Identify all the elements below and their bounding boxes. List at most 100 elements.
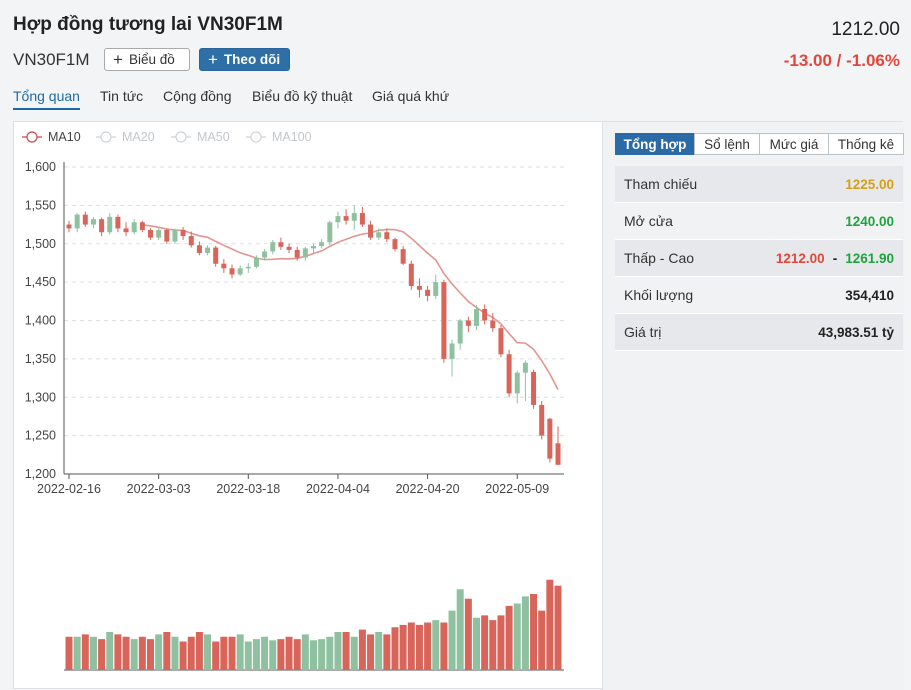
candle-body (465, 320, 471, 326)
candle-body (286, 246, 292, 250)
volume-bar (546, 579, 554, 670)
y-tick-label: 1,300 (25, 390, 56, 404)
candle-body (327, 222, 333, 243)
candle-body (335, 216, 341, 223)
candle-body (400, 249, 406, 264)
volume-bar (358, 629, 366, 670)
volume-bar (415, 624, 423, 670)
follow-button[interactable]: + Theo dõi (199, 48, 290, 71)
tab-price-history[interactable]: Giá quá khứ (372, 88, 450, 104)
x-tick-label: 2022-04-04 (306, 482, 370, 496)
candle-body (555, 443, 561, 465)
volume-bar (505, 605, 513, 670)
price-chart[interactable]: MA10 MA20 MA50 MA100 1,600 1,550 1,500 1,450 1,4… (14, 122, 602, 690)
volume-bar (473, 617, 480, 670)
candle-body (311, 246, 316, 249)
volume-bar (530, 594, 538, 670)
candle-body (172, 229, 178, 242)
volume-bar (212, 641, 220, 670)
plus-icon: + (113, 50, 123, 69)
volume-bar (342, 632, 350, 670)
follow-button-label: Theo dõi (223, 52, 281, 67)
low-high-values: 1212.00-1261.90 (776, 251, 894, 266)
candle-body (531, 371, 537, 405)
chart-button-label: Biểu đồ (128, 52, 175, 67)
value-value: 43,983.51 tỷ (818, 324, 894, 340)
volume-bar (350, 636, 358, 670)
volume-bar (269, 640, 277, 670)
volume-bar (261, 636, 269, 670)
volume-bar (334, 632, 342, 670)
volume-bar (285, 636, 293, 670)
candle-body (221, 263, 227, 269)
candle-body (359, 213, 365, 225)
x-tick-label: 2022-05-09 (485, 482, 549, 496)
tab-technical-chart[interactable]: Biểu đồ kỹ thuật (252, 88, 353, 104)
candle-body (270, 242, 276, 252)
candle-body (441, 282, 447, 359)
volume-bar (204, 634, 212, 670)
y-tick-label: 1,450 (25, 275, 56, 289)
tab-statistics[interactable]: Thống kê (828, 133, 904, 155)
candle-body (416, 285, 422, 290)
candle-body (253, 257, 259, 267)
volume-bar (106, 632, 114, 670)
candle-body (294, 249, 300, 258)
legend-label: MA50 (197, 130, 230, 144)
current-price: 1212.00 (831, 19, 900, 40)
tab-summary[interactable]: Tổng hợp (615, 133, 695, 155)
tab-community[interactable]: Cộng đồng (163, 88, 232, 104)
volume-bar (171, 636, 179, 670)
row-volume: Khối lượng 354,410 (615, 277, 903, 314)
volume-bar (228, 636, 236, 670)
volume-bar (130, 639, 138, 670)
volume-bar (513, 603, 521, 670)
volume-bar (89, 636, 97, 670)
range-separator: - (832, 250, 838, 266)
candle-body (123, 228, 129, 233)
high-value: 1261.90 (845, 250, 894, 266)
volume-bar (220, 636, 228, 670)
volume-bar (65, 636, 73, 670)
volume-bar (407, 622, 415, 670)
volume-bar (464, 598, 472, 670)
volume-label: Khối lượng (624, 287, 694, 303)
volume-bar (432, 620, 440, 670)
candle-body (205, 247, 211, 253)
volume-bar (147, 639, 154, 670)
tab-news[interactable]: Tin tức (100, 88, 144, 104)
chart-button[interactable]: + Biểu đồ (104, 48, 190, 71)
candle-body (319, 242, 325, 247)
y-tick-label: 1,250 (25, 429, 56, 443)
volume-bar (81, 634, 89, 670)
y-tick-label: 1,500 (25, 237, 56, 251)
tab-overview[interactable]: Tổng quan (13, 88, 80, 110)
volume-bar (236, 634, 244, 670)
tab-order-book[interactable]: Sổ lệnh (694, 133, 760, 155)
volume-bar (448, 610, 456, 670)
volume-bar (277, 639, 285, 670)
legend-marker (26, 131, 38, 143)
candle-body (262, 251, 268, 258)
volume-bar (155, 634, 163, 670)
candle-body (156, 229, 162, 238)
overview-panel: MA10 MA20 MA50 MA100 1,600 1,550 1,500 1,450 1,4… (13, 121, 904, 690)
candle-body (229, 268, 235, 275)
volume-bar (538, 610, 546, 670)
volume-bar (244, 641, 252, 670)
x-tick-label: 2022-03-03 (127, 482, 191, 496)
volume-bar (163, 632, 171, 670)
candle-body (384, 232, 390, 240)
y-tick-label: 1,350 (25, 352, 56, 366)
row-low-high: Thấp - Cao 1212.00-1261.90 (615, 240, 903, 277)
y-tick-label: 1,400 (25, 314, 56, 328)
candle-body (498, 328, 504, 355)
tab-price-level[interactable]: Mức giá (759, 133, 829, 155)
candle-body (351, 213, 357, 221)
volume-bar (73, 636, 81, 670)
candle-body (547, 418, 553, 459)
volume-bar (98, 639, 106, 670)
volume-bar (252, 639, 260, 670)
candle-body (164, 229, 170, 242)
ma10-line (142, 224, 559, 390)
